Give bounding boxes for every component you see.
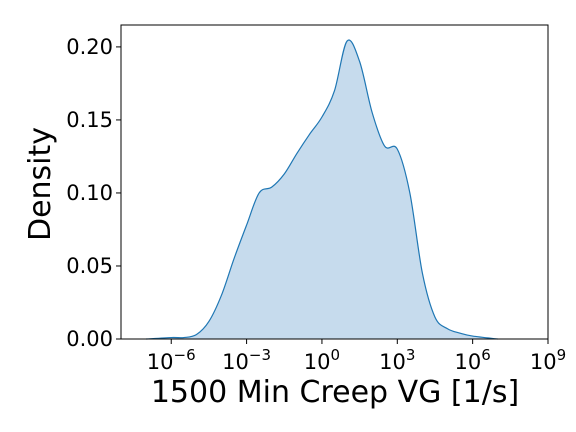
x-tick-label: 10−3 bbox=[222, 346, 271, 374]
x-tick-label: 103 bbox=[379, 346, 415, 374]
y-tick-label: 0.00 bbox=[66, 327, 113, 351]
density-area-layer bbox=[146, 39, 498, 340]
y-tick-label: 0.20 bbox=[66, 35, 113, 59]
x-axis: 10−6 10−3 100 103 106 109 bbox=[147, 339, 566, 374]
x-tick-label: 100 bbox=[304, 346, 340, 374]
x-tick-label: 109 bbox=[530, 346, 566, 374]
x-tick-label: 106 bbox=[455, 346, 491, 374]
y-axis: 0.00 0.05 0.10 0.15 0.20 bbox=[66, 35, 121, 351]
plot-frame bbox=[120, 24, 549, 340]
x-axis-label: 1500 Min Creep VG [1/s] bbox=[151, 375, 519, 410]
x-tick-label: 10−6 bbox=[147, 346, 196, 374]
y-tick-label: 0.05 bbox=[66, 254, 113, 278]
density-fill-0 bbox=[146, 40, 498, 340]
y-axis-label: Density bbox=[23, 127, 58, 241]
y-tick-label: 0.15 bbox=[66, 108, 113, 132]
y-tick-label: 0.10 bbox=[66, 181, 113, 205]
density-line-0 bbox=[146, 39, 498, 340]
